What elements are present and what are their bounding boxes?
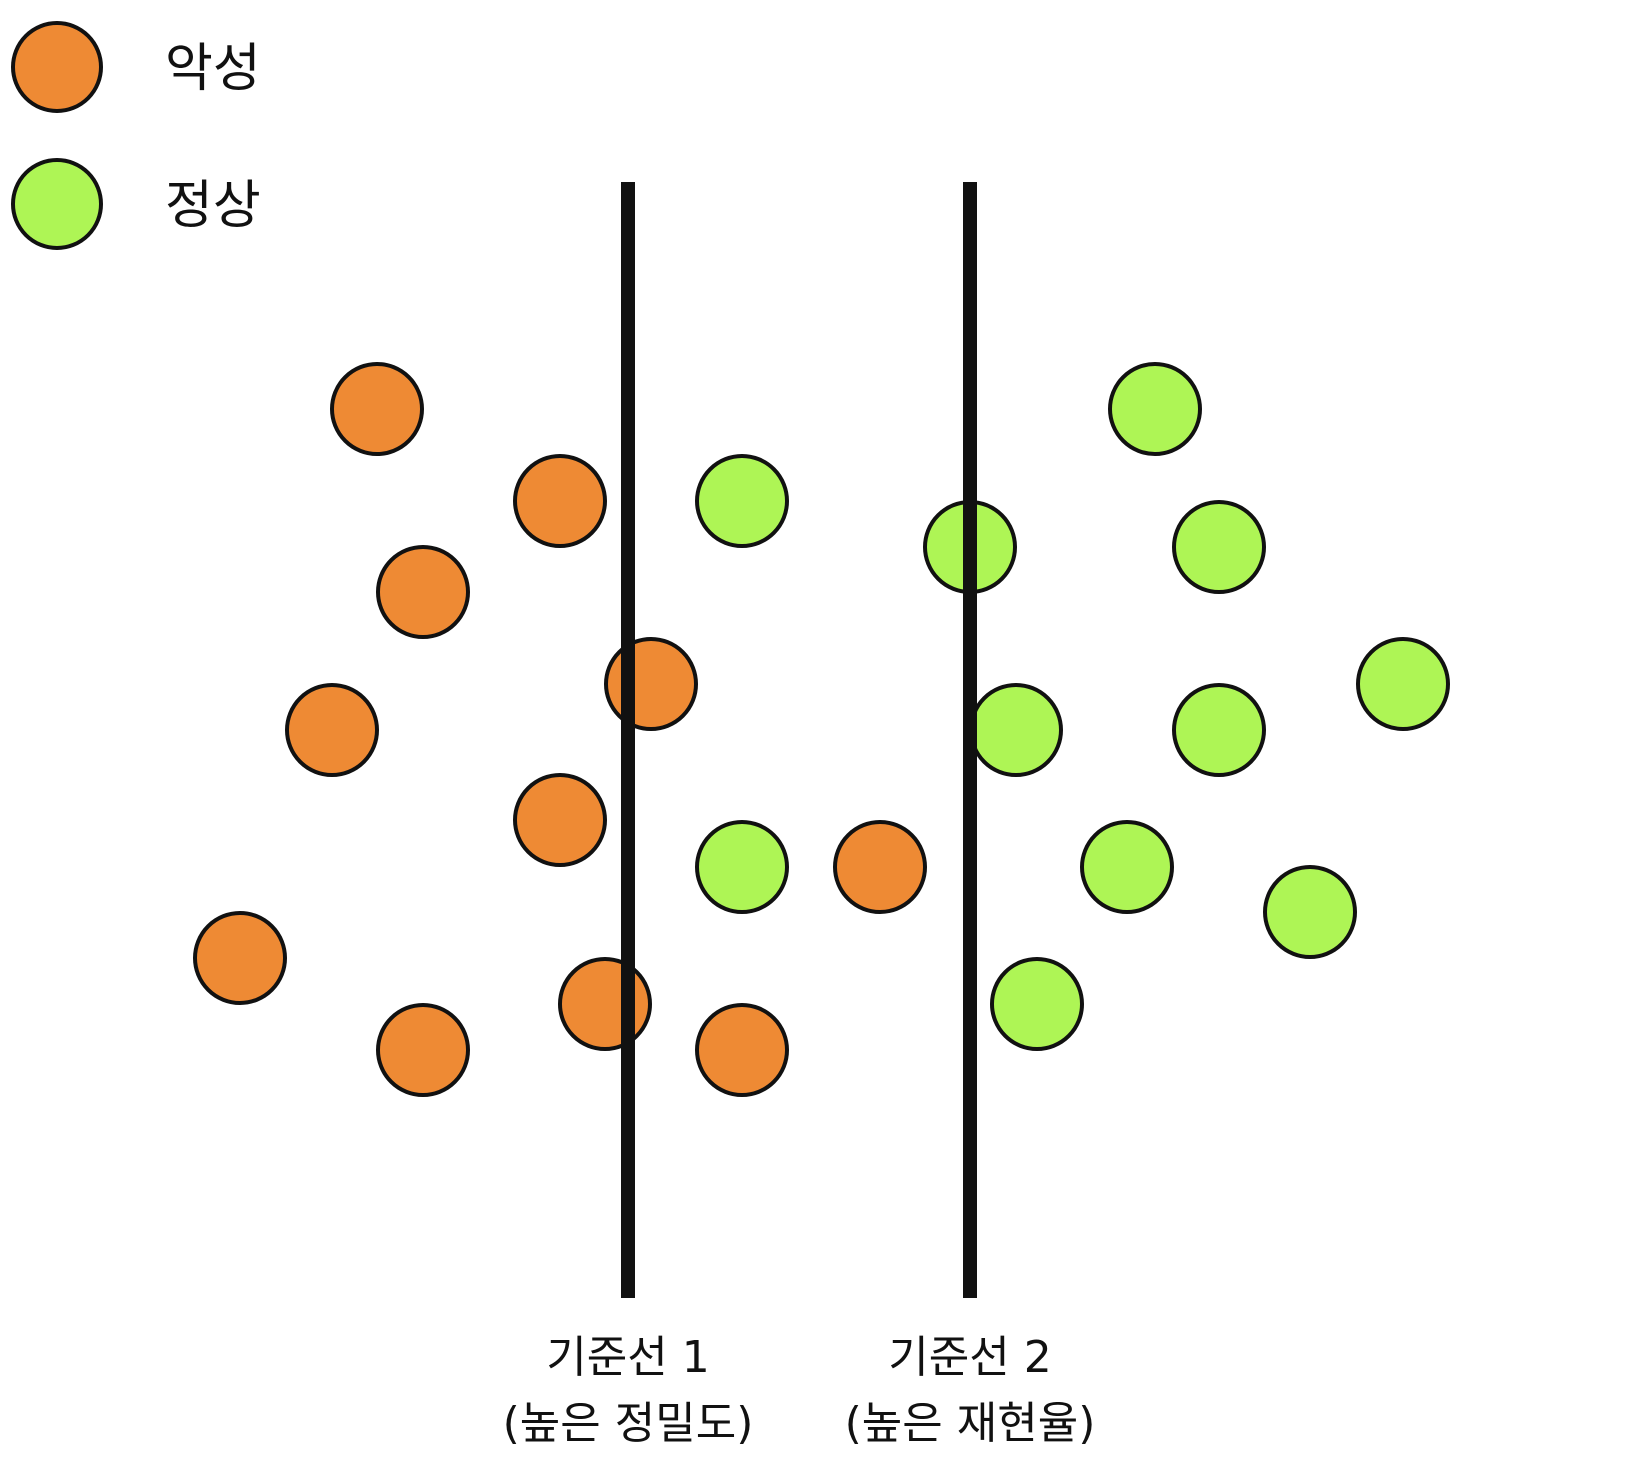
malignant-point-9 [558,957,652,1051]
normal-point-15 [990,957,1084,1051]
malignant-point-7 [193,911,287,1005]
malignant-point-4 [604,637,698,731]
malignant-point-6 [513,773,607,867]
legend-normal-marker [11,158,103,250]
threshold-1-subtitle: (높은 정밀도) [503,1398,754,1449]
malignant-point-3 [376,545,470,639]
normal-point-17 [1108,362,1202,456]
threshold-1-title: 기준선 1 [546,1332,709,1383]
legend: 악성 정상 [11,21,261,250]
malignant-point-2 [513,454,607,548]
malignant-point-1 [330,362,424,456]
threshold-lines [621,182,977,1298]
normal-point-20 [1172,683,1266,777]
legend-malignant-marker [11,21,103,113]
threshold-2-subtitle: (높은 재현율) [845,1398,1096,1449]
malignant-point-8 [376,1003,470,1097]
legend-normal-label: 정상 [165,176,261,236]
normal-point-18 [1172,500,1266,594]
malignant-point-16 [833,820,927,914]
data-points [193,362,1450,1097]
normal-point-22 [1263,865,1357,959]
legend-malignant-label: 악성 [165,39,261,99]
normal-point-21 [1080,820,1174,914]
normal-point-11 [695,454,789,548]
normal-point-14 [969,683,1063,777]
normal-point-12 [695,820,789,914]
threshold-2-title: 기준선 2 [888,1332,1051,1383]
normal-point-19 [1356,637,1450,731]
malignant-point-5 [285,683,379,777]
malignant-point-10 [695,1003,789,1097]
threshold-labels: 기준선 1 (높은 정밀도) 기준선 2 (높은 재현율) [503,1332,1096,1449]
